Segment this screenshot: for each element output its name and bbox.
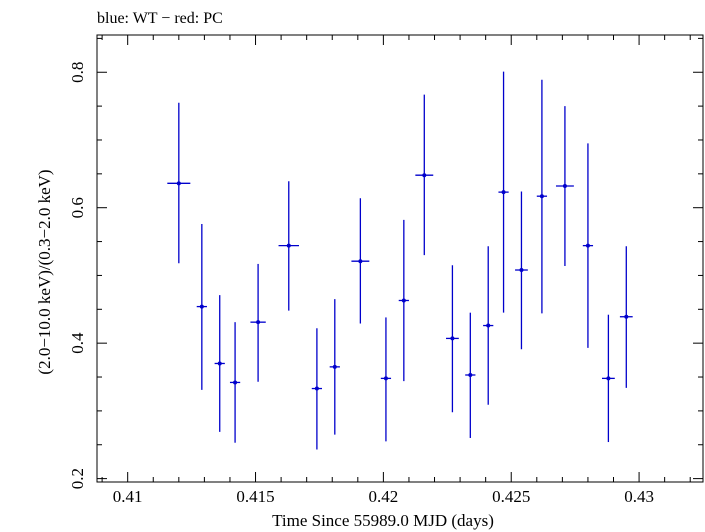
point-marker [332,364,337,369]
data-point [214,295,225,432]
point-marker [486,323,491,328]
data-point [278,181,299,311]
point-marker [314,386,319,391]
data-point [446,265,459,413]
data-point [582,143,594,348]
point-marker [358,259,363,264]
x-axis-label: Time Since 55989.0 MJD (days) [272,511,494,530]
point-marker [422,173,427,178]
data-point [196,223,207,390]
point-marker [233,380,238,385]
point-marker [176,181,181,186]
data-point [329,299,340,435]
x-tick-label: 0.425 [492,487,530,506]
data-point [250,263,266,382]
point-marker [519,268,524,273]
point-marker [217,361,222,366]
axis-ticks [97,35,703,482]
point-marker [562,184,567,189]
data-point [555,106,574,266]
data-marks [167,71,633,450]
data-point [483,246,494,405]
data-point [465,312,476,438]
data-point [515,191,528,350]
y-tick-label: 0.2 [68,468,87,489]
point-marker [383,376,388,381]
point-marker [450,336,455,341]
point-marker [585,243,590,248]
y-tick-label: 0.6 [68,197,87,218]
x-tick-label: 0.42 [369,487,399,506]
plot-frame [96,34,704,483]
point-marker [539,194,544,199]
data-point [380,317,392,442]
data-point [351,198,370,324]
x-tick-label: 0.415 [236,487,274,506]
point-marker [624,314,629,319]
data-point [536,79,548,314]
point-marker [199,304,204,309]
data-point [311,328,323,450]
data-point [602,314,615,443]
x-tick-label: 0.41 [113,487,143,506]
point-marker [286,243,291,248]
y-tick-label: 0.4 [68,332,87,354]
data-point [619,246,633,388]
point-marker [256,320,261,325]
data-point [415,94,434,256]
y-axis-label: (2.0−10.0 keV)/(0.3−2.0 keV) [35,169,54,374]
point-marker [401,298,406,303]
point-marker [501,190,506,195]
point-marker [468,372,473,377]
data-point [229,322,241,443]
chart-title: blue: WT − red: PC [97,10,223,27]
data-point [498,71,509,313]
x-tick-label: 0.43 [624,487,654,506]
axis-tick-labels: 0.41 0.415 0.42 0.425 0.43 0.2 0.4 0.6 0.8 [68,62,654,506]
y-tick-label: 0.8 [68,62,87,83]
data-point [398,219,409,382]
data-point [167,102,191,264]
point-marker [606,376,611,381]
